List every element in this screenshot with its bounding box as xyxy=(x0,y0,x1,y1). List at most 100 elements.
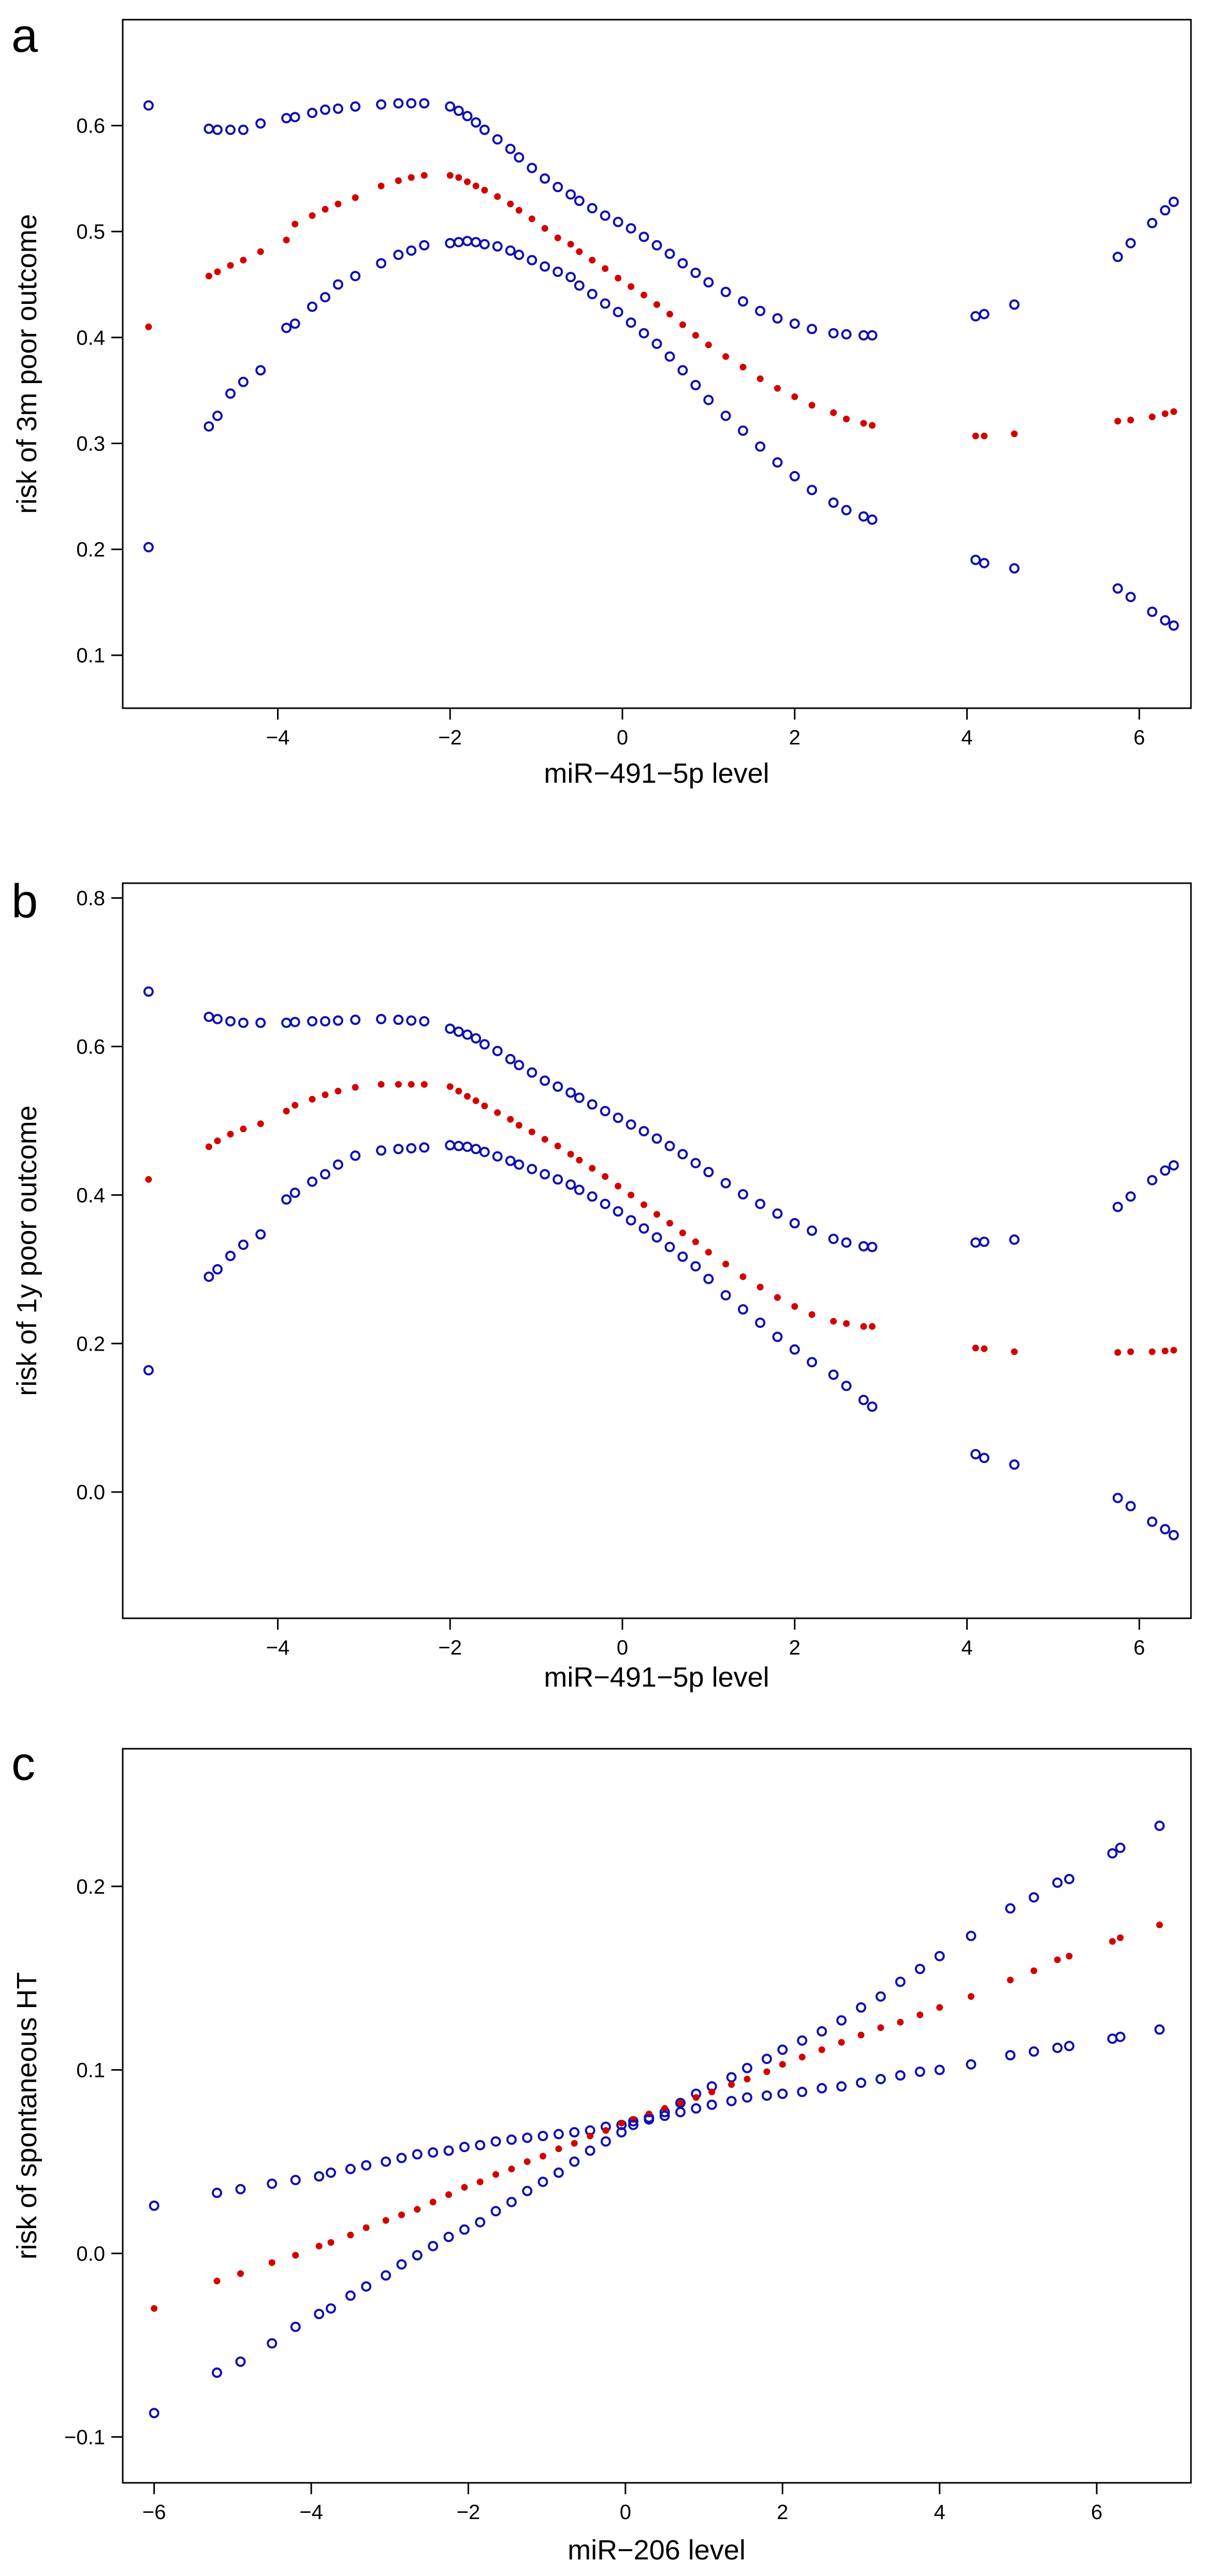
upper-ci-point-b xyxy=(553,1081,563,1092)
estimate-point-c xyxy=(763,2068,771,2075)
upper-ci-point-c xyxy=(761,2054,772,2065)
x-tick-label-c: 4 xyxy=(934,2501,945,2524)
lower-ci-point-a xyxy=(332,279,343,290)
lower-ci-point-b xyxy=(690,1261,701,1272)
upper-ci-point-a xyxy=(1147,217,1158,228)
estimate-point-c xyxy=(213,2277,221,2285)
lower-ci-point-c xyxy=(914,2066,925,2077)
upper-ci-point-c xyxy=(1028,1892,1039,1903)
lower-ci-point-c xyxy=(443,2232,454,2242)
estimate-point-b xyxy=(589,1165,596,1172)
estimate-point-a xyxy=(507,200,514,208)
upper-ci-point-c xyxy=(314,2171,325,2182)
lower-ci-point-a xyxy=(677,365,688,376)
estimate-point-c xyxy=(292,2251,299,2259)
estimate-point-c xyxy=(461,2184,468,2191)
panel-letter-b: b xyxy=(11,875,38,928)
estimate-point-a xyxy=(791,393,798,400)
estimate-point-a xyxy=(774,385,781,392)
estimate-point-a xyxy=(666,311,673,318)
lower-ci-point-c xyxy=(569,2156,580,2167)
upper-ci-point-a xyxy=(690,268,701,278)
lower-ci-point-b xyxy=(703,1274,714,1284)
estimate-point-b xyxy=(541,1136,548,1143)
upper-ci-point-a xyxy=(238,124,249,135)
upper-ci-point-a xyxy=(406,98,417,109)
upper-ci-point-a xyxy=(737,296,748,307)
panel-b: b −4 −2 0 2 4 6 0.0 0.2 0.4 0.6 0.8 miR−491−5p lev… xyxy=(11,875,1192,1693)
upper-ci-point-a xyxy=(553,182,563,193)
lower-ci-point-b xyxy=(376,1145,387,1156)
lower-ci-point-b xyxy=(406,1143,417,1154)
panel-c: c −6 −4 −2 0 2 4 6−0.10.00.10.2 miR−206 level … xyxy=(11,1737,1192,2566)
lower-ci-point-a xyxy=(807,485,817,495)
lower-ci-point-a xyxy=(651,339,662,349)
estimate-point-a xyxy=(860,420,867,427)
estimate-point-a xyxy=(615,274,622,282)
lower-ci-point-c xyxy=(149,2408,159,2419)
lower-ci-point-c xyxy=(1005,2050,1016,2060)
upper-ci-point-c xyxy=(1107,1848,1118,1859)
estimate-point-b xyxy=(481,1102,488,1109)
estimate-point-a xyxy=(1170,408,1178,415)
estimate-point-b xyxy=(981,1345,988,1352)
y-axis-title-c: risk of spontaneous HT xyxy=(11,1972,42,2259)
upper-ci-point-b xyxy=(1160,1165,1171,1176)
upper-ci-point-c xyxy=(396,2153,407,2163)
lower-ci-point-a xyxy=(393,250,404,260)
estimate-point-c xyxy=(492,2171,499,2178)
lower-ci-point-b xyxy=(462,1141,473,1152)
lower-ci-point-c xyxy=(797,2086,808,2097)
estimate-point-c xyxy=(571,2140,578,2147)
upper-ci-point-a xyxy=(307,108,317,119)
x-tick-label-c: 0 xyxy=(620,2501,631,2524)
upper-ci-point-b xyxy=(651,1133,662,1144)
estimate-point-c xyxy=(728,2081,735,2088)
estimate-point-b xyxy=(240,1125,247,1133)
lower-ci-point-b xyxy=(828,1369,839,1380)
upper-ci-point-c xyxy=(522,2132,533,2143)
upper-ci-point-c xyxy=(345,2163,356,2174)
upper-ci-point-c xyxy=(459,2142,470,2153)
y-tick-label-c: 0.2 xyxy=(76,1876,105,1898)
estimate-point-a xyxy=(420,172,428,179)
lower-ci-point-c xyxy=(459,2224,470,2235)
upper-ci-point-a xyxy=(600,210,610,221)
lower-ci-point-a xyxy=(789,471,800,481)
upper-ci-point-b xyxy=(737,1189,748,1199)
upper-ci-point-b xyxy=(527,1067,537,1078)
estimate-point-c xyxy=(618,2119,625,2127)
upper-ci-point-b xyxy=(970,1237,981,1248)
upper-ci-point-c xyxy=(1052,1877,1063,1888)
lower-ci-point-a xyxy=(1009,563,1020,574)
estimate-point-c xyxy=(398,2211,405,2218)
lower-ci-point-c xyxy=(396,2259,407,2270)
estimate-point-a xyxy=(283,237,290,244)
x-tick-label-b: 2 xyxy=(789,1636,801,1659)
upper-ci-point-a xyxy=(867,330,878,341)
lower-ci-point-b xyxy=(419,1142,430,1153)
estimate-point-c xyxy=(1054,1956,1061,1964)
y-tick-label-b: 0.8 xyxy=(76,887,105,910)
upper-ci-point-a xyxy=(350,101,361,112)
estimate-point-b xyxy=(602,1173,609,1180)
upper-ci-point-a xyxy=(212,124,223,135)
estimate-point-b xyxy=(205,1143,212,1150)
upper-ci-point-a xyxy=(289,112,300,123)
estimate-point-a xyxy=(322,206,329,213)
upper-ci-point-c xyxy=(361,2160,372,2171)
x-tick-label-c: −6 xyxy=(142,2501,166,2524)
upper-ci-point-b xyxy=(772,1208,783,1219)
lower-ci-point-a xyxy=(613,306,623,317)
estimate-point-b xyxy=(464,1093,471,1100)
x-tick-label-a: −4 xyxy=(266,726,290,749)
y-tick-label-c: −0.1 xyxy=(64,2426,105,2449)
lower-ci-point-a xyxy=(737,425,748,436)
estimate-point-a xyxy=(679,321,686,328)
lower-ci-point-b xyxy=(445,1140,456,1151)
upper-ci-point-b xyxy=(479,1039,490,1050)
upper-ci-point-a xyxy=(651,240,662,251)
upper-ci-point-c xyxy=(149,2200,159,2211)
upper-ci-point-c xyxy=(212,2187,222,2198)
lower-ci-point-a xyxy=(772,457,783,468)
